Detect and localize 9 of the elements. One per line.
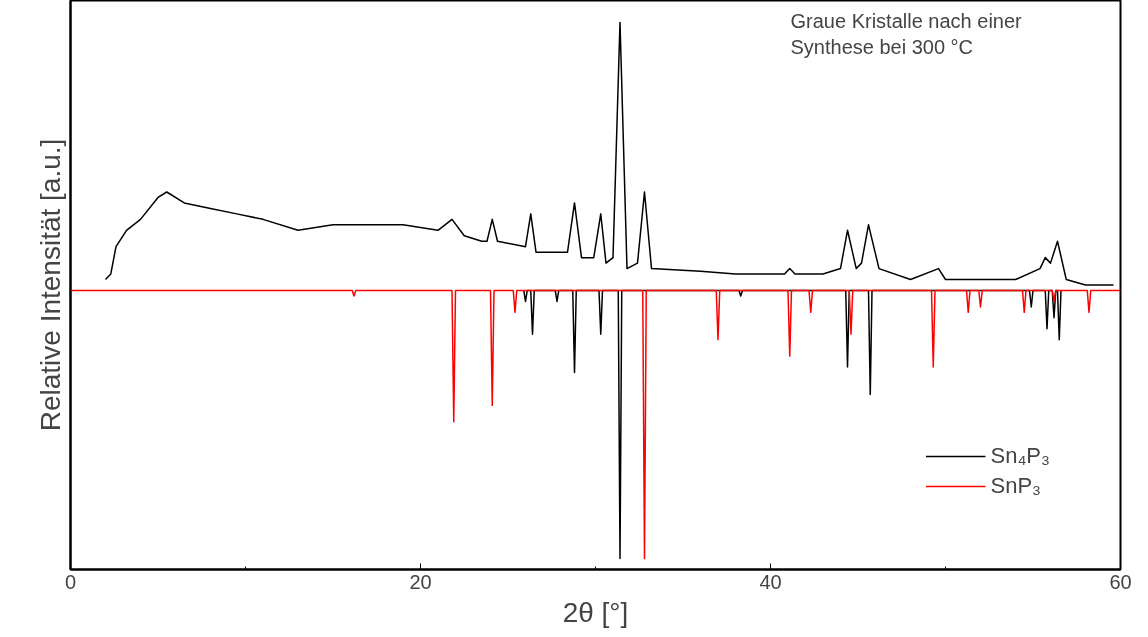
annotation: Graue Kristalle nach einer Synthese bei 300 °C <box>790 9 1023 58</box>
legend-label: Sn₄P₃ <box>990 443 1050 469</box>
x-tick-label: 40 <box>759 570 782 593</box>
y-axis-title: Relative Intensität [a.u.] <box>34 138 66 432</box>
x-tick-label: 0 <box>64 570 77 593</box>
x-tick-label: 60 <box>1109 570 1132 593</box>
legend-label: SnP₃ <box>990 473 1042 499</box>
x-tick-label: 20 <box>409 570 432 593</box>
x-axis-title: 2θ [°] <box>562 596 629 628</box>
